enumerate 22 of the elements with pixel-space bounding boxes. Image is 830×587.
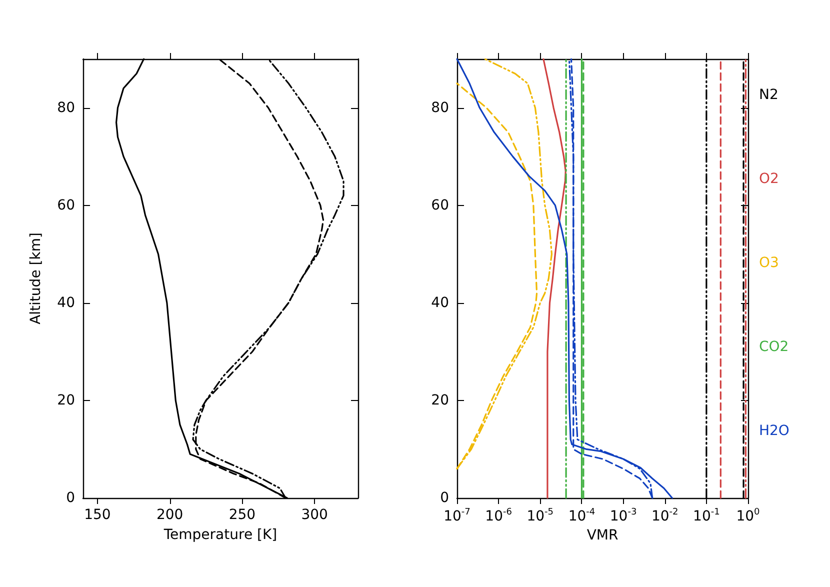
y-tick-label: 60 xyxy=(57,197,75,214)
y-tick-label: 40 xyxy=(57,294,75,311)
y-tick-label: 40 xyxy=(431,294,449,311)
y-tick-label: 20 xyxy=(57,392,75,408)
text: H2O xyxy=(759,423,790,439)
x-axis-title: VMR xyxy=(586,527,618,544)
text: O2 xyxy=(759,171,779,187)
y-axis-title: Altitude [km] xyxy=(28,232,44,324)
x-tick-label: 200 xyxy=(156,507,184,523)
y-tick-label: 0 xyxy=(440,490,449,506)
y-tick-label: 60 xyxy=(431,197,449,214)
y-tick-label: 20 xyxy=(431,392,449,408)
text: CO2 xyxy=(759,339,789,355)
text: O3 xyxy=(759,255,779,271)
series-label: N2 xyxy=(759,87,778,103)
x-axis-title: Temperature [K] xyxy=(162,527,278,543)
y-tick-label: 0 xyxy=(66,490,75,506)
x-tick-label: 250 xyxy=(228,507,256,523)
x-tick-label: 300 xyxy=(301,507,328,523)
x-tick-label: 150 xyxy=(84,507,111,523)
y-tick-label: 80 xyxy=(431,100,449,116)
y-tick-label: 80 xyxy=(57,100,75,116)
